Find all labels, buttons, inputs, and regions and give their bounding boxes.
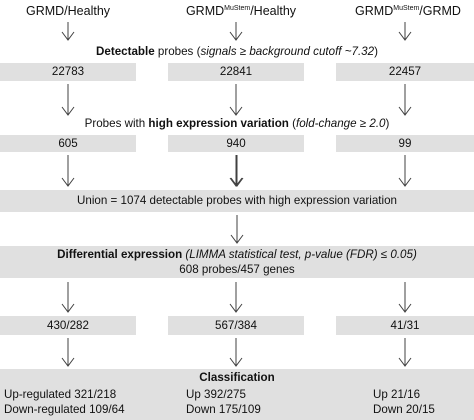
flow-arrow [229,22,243,41]
flow-arrow [398,282,412,313]
variation-value-2: 940 [226,137,246,150]
box-variation-3 [336,135,474,152]
flow-arrow [61,338,75,367]
flow-arrow [229,282,243,313]
detectable-value-3: 22457 [388,65,422,78]
flow-arrow [229,155,243,187]
flow-arrow [61,84,75,116]
flow-arrow [230,215,244,244]
flow-arrow [398,84,412,116]
union-label: Union = 1074 detectable probes with high… [77,194,397,207]
box-detectable-3 [336,63,474,81]
classification-col2-up: Up 392/275 [186,388,246,401]
detectable-label: Detectable probes (signals ≥ background … [96,45,378,58]
box-diff-2 [168,316,304,335]
variation-label: Probes with high expression variation (f… [84,117,390,130]
classification-col3-down: Down 20/15 [373,403,435,416]
flow-arrow [229,338,243,367]
classification-col1-down: Down-regulated 109/64 [4,403,125,416]
classification-col3-up: Up 21/16 [373,388,421,401]
detectable-value-1: 22783 [51,65,85,78]
flow-arrow [398,338,412,367]
classification-col2-down: Down 175/109 [186,403,261,416]
differential-label: Differential expression (LIMMA statistic… [57,248,417,261]
flow-arrow [398,155,412,187]
box-detectable-1 [0,63,136,81]
box-classification [0,369,474,420]
header-grmd-mustem-healthy: GRMDMuStem/Healthy [185,4,297,18]
flow-arrow [61,155,75,187]
flow-arrow [398,22,412,41]
boxes [0,63,474,420]
box-detectable-2 [168,63,304,81]
arrows [61,22,412,367]
box-differential [0,246,474,278]
flow-arrow [229,84,243,116]
variation-value-1: 605 [58,137,78,150]
box-union [0,190,474,212]
classification-title: Classification [199,371,275,384]
diff-value-3: 41/31 [390,319,420,332]
diff-value-1: 430/282 [47,319,89,332]
diff-value-2: 567/384 [215,319,257,332]
box-variation-1 [0,135,136,152]
box-diff-1 [0,316,136,335]
classification-col1-up: Up-regulated 321/218 [4,388,117,401]
detectable-value-2: 22841 [219,65,253,78]
flow-arrow [61,22,75,41]
flow-arrow [61,282,75,313]
header-grmd-healthy: GRMD/Healthy [25,4,111,18]
header-grmd-mustem-grmd: GRMDMuStem/GRMD [355,4,461,18]
flow-arrow [230,155,244,187]
box-variation-2 [168,135,304,152]
box-diff-3 [336,316,474,335]
differential-summary: 608 probes/457 genes [179,263,295,276]
variation-value-3: 99 [398,137,412,150]
